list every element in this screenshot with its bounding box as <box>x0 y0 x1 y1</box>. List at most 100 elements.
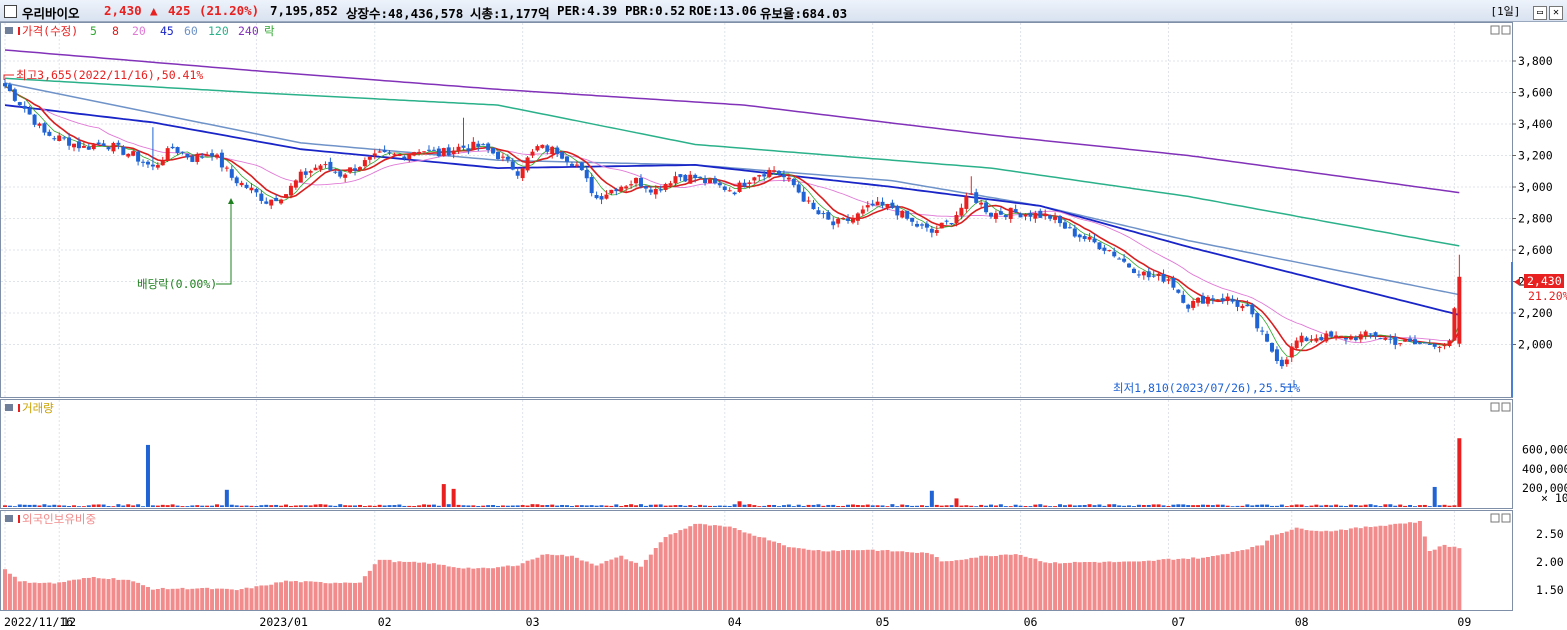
foreign-bar <box>791 547 796 610</box>
foreign-bar <box>693 523 698 610</box>
foreign-bar <box>91 576 96 610</box>
candle-body <box>545 145 550 152</box>
ex-dividend-arrow-icon <box>228 198 234 204</box>
period-selector[interactable]: [1일] <box>1490 5 1521 18</box>
panel-close-icon[interactable] <box>1501 25 1511 35</box>
panel-max-icon[interactable] <box>1490 513 1500 523</box>
foreign-bar <box>1383 525 1388 610</box>
candle-body <box>535 146 540 151</box>
foreign-bar <box>1270 535 1275 610</box>
volume-bar <box>905 505 910 507</box>
volume-bar <box>643 505 648 507</box>
foreign-bar <box>1432 549 1437 610</box>
volume-bar <box>486 505 491 507</box>
candle-body <box>949 222 954 225</box>
volume-bar <box>47 505 52 507</box>
candle-body <box>855 213 860 221</box>
foreign-bar <box>989 556 993 610</box>
stock-chart[interactable]: 3,8003,6003,4003,2003,0002,8002,6002,400… <box>0 22 1567 630</box>
foreign-bar <box>1319 531 1324 610</box>
foreign-bar <box>1062 563 1067 610</box>
foreign-bar <box>520 563 525 610</box>
foreign-ratio-bars <box>3 520 1462 610</box>
close-icon[interactable]: ✕ <box>1549 6 1563 20</box>
foreign-bar <box>1186 558 1191 610</box>
foreign-bar <box>964 559 969 610</box>
candle-body <box>816 210 821 215</box>
foreign-bar <box>1245 549 1250 610</box>
candle-body <box>638 177 643 187</box>
candle-body <box>284 194 289 198</box>
foreign-bar <box>1265 540 1270 610</box>
candle-body <box>150 164 155 167</box>
foreign-bar <box>274 582 279 610</box>
ex-dividend-annotation: 배당락(0.00%) <box>137 277 217 291</box>
candle-body <box>422 151 427 153</box>
foreign-bar <box>1334 530 1339 610</box>
candle-body <box>663 183 668 190</box>
foreign-bar <box>348 582 353 610</box>
candle-body <box>752 177 757 181</box>
foreign-bar <box>1279 532 1284 610</box>
x-tick-label: 04 <box>728 615 742 629</box>
candle-body <box>1058 216 1063 224</box>
candle-body <box>1398 343 1403 345</box>
candle-body <box>145 161 150 165</box>
foreign-bar <box>1304 530 1309 610</box>
volume-bar <box>1289 505 1294 507</box>
panel-close-icon[interactable] <box>1501 402 1511 412</box>
panel-close-icon[interactable] <box>1501 513 1511 523</box>
candle-body <box>505 156 510 160</box>
candle-body <box>357 167 362 170</box>
panel-controls[interactable] <box>1490 25 1511 523</box>
volume-bar <box>594 505 599 507</box>
candle-body <box>1205 296 1210 304</box>
low-marker <box>1283 380 1295 388</box>
candle-body <box>72 143 77 148</box>
foreign-bar <box>1427 551 1432 610</box>
volume-bar <box>1062 505 1067 507</box>
candle-body <box>412 152 417 156</box>
foreign-bar <box>200 588 205 610</box>
candle-body <box>767 169 772 178</box>
foreign-bar <box>293 580 298 610</box>
foreign-bar <box>1107 561 1112 610</box>
foreign-bar <box>81 578 86 610</box>
volume-bar <box>550 504 555 507</box>
foreign-bar <box>397 561 402 610</box>
volume-bar <box>298 505 303 507</box>
volume-bar <box>584 505 589 507</box>
annotations: 최고3,655(2022/11/16),50.41% 최저1,810(2023/… <box>3 68 1567 505</box>
maximize-icon[interactable]: ▭ <box>1533 6 1547 20</box>
panel-max-icon[interactable] <box>1490 25 1500 35</box>
volume-bar <box>954 498 959 507</box>
foreign-bar <box>1240 550 1245 610</box>
candle-body <box>742 182 747 187</box>
legend-volume: 거래량 <box>22 401 54 415</box>
candle-body <box>1191 300 1196 308</box>
foreign-bar <box>727 526 732 610</box>
candle-body <box>1314 338 1319 342</box>
volume-bar <box>614 504 619 507</box>
foreign-bar <box>106 579 111 610</box>
candle-body <box>1107 250 1112 252</box>
legend-ma45: 45 <box>160 24 174 38</box>
candle-body <box>12 89 17 101</box>
foreign-bar <box>1053 562 1058 610</box>
x-tick-label: 2022/11/16 <box>4 615 73 629</box>
legend-ma60: 60 <box>184 24 198 38</box>
volume-bar <box>1279 504 1284 507</box>
candle-body <box>293 180 298 188</box>
candle-body <box>1097 242 1102 250</box>
panel-max-icon[interactable] <box>1490 402 1500 412</box>
volume-bar <box>195 505 200 507</box>
foreign-bar <box>136 582 141 610</box>
select-checkbox[interactable] <box>4 5 17 18</box>
foreign-bar <box>491 568 496 610</box>
foreign-bar <box>747 533 752 610</box>
volume-bar <box>1284 506 1289 507</box>
candle-body <box>170 146 175 149</box>
volume-bar <box>57 505 62 507</box>
foreign-bar <box>131 581 136 610</box>
candle-body <box>826 212 831 220</box>
